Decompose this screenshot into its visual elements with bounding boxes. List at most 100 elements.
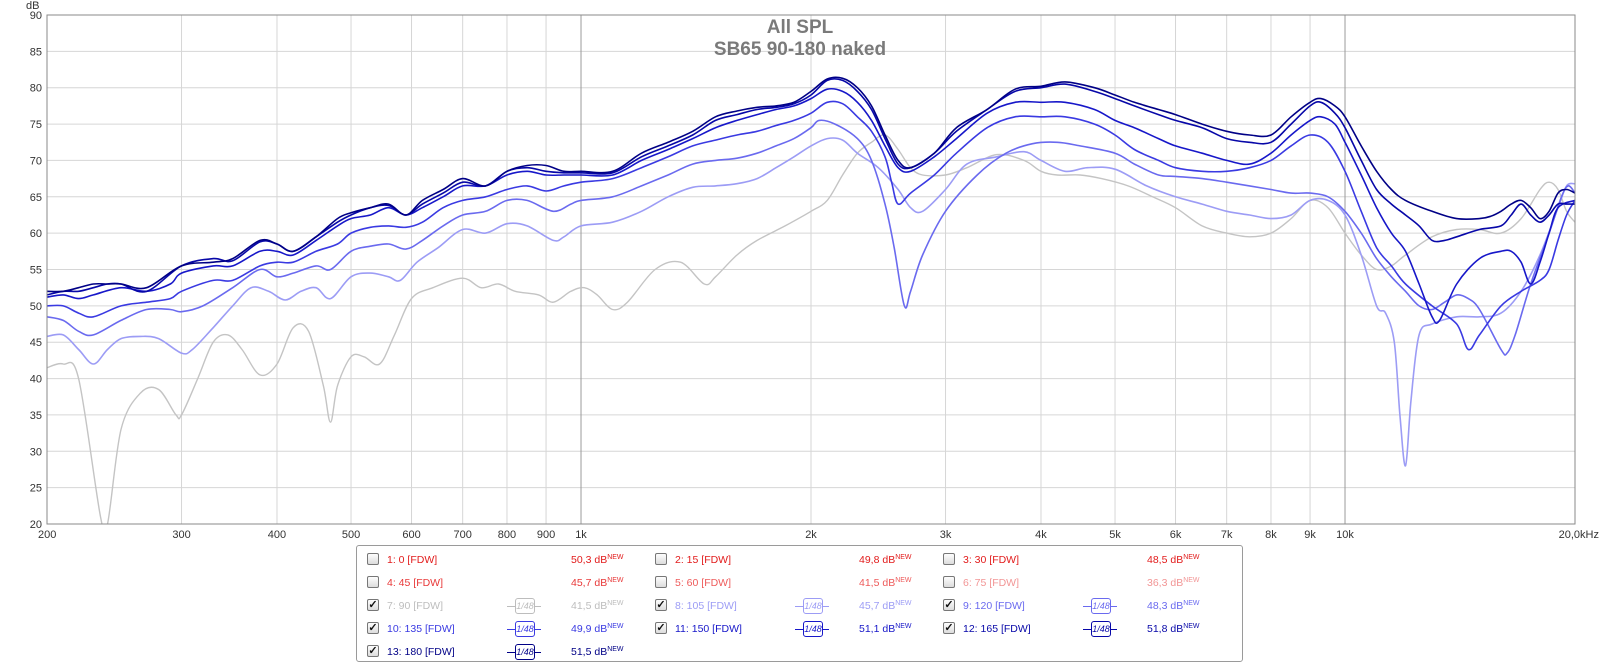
- legend-value: 48,3 dBNEW: [1147, 597, 1200, 615]
- legend-checkbox[interactable]: [367, 553, 379, 565]
- legend-item[interactable]: ✓ 9: 120 [FDW] 1/48 48,3 dBNEW: [943, 597, 1207, 615]
- legend-value: 51,1 dBNEW: [859, 620, 912, 638]
- x-tick-label: 900: [537, 529, 555, 541]
- smoothing-icon[interactable]: 1/48: [795, 598, 829, 614]
- y-tick-label: 70: [30, 155, 42, 167]
- legend-checkbox[interactable]: ✓: [943, 599, 955, 611]
- x-tick-label: 700: [453, 529, 471, 541]
- smoothing-label: 1/48: [803, 621, 823, 637]
- x-tick-label: 600: [402, 529, 420, 541]
- smoothing-icon[interactable]: 1/48: [507, 621, 541, 637]
- x-tick-label: 4k: [1035, 529, 1047, 541]
- legend-value: 51,5 dBNEW: [571, 643, 624, 661]
- series-line-9: [47, 119, 1575, 356]
- x-tick-label: 800: [498, 529, 516, 541]
- legend-label: 6: 75 [FDW]: [963, 577, 1020, 589]
- legend-checkbox[interactable]: ✓: [367, 645, 379, 657]
- legend-checkbox[interactable]: [943, 553, 955, 565]
- legend-item[interactable]: 3: 30 [FDW] 48,5 dBNEW: [943, 551, 1207, 569]
- new-badge: NEW: [607, 623, 624, 630]
- legend-item[interactable]: 6: 75 [FDW] 36,3 dBNEW: [943, 574, 1207, 592]
- legend-item[interactable]: 2: 15 [FDW] 49,8 dBNEW: [655, 551, 919, 569]
- x-tick-label: 2k: [805, 529, 817, 541]
- legend-panel: 1: 0 [FDW] 50,3 dBNEW 2: 15 [FDW] 49,8 dBNE…: [356, 545, 1243, 662]
- legend-item[interactable]: ✓ 10: 135 [FDW] 1/48 49,9 dBNEW: [367, 620, 631, 638]
- y-tick-label: 55: [30, 265, 42, 277]
- legend-checkbox[interactable]: ✓: [655, 599, 667, 611]
- x-tick-label: 3k: [940, 529, 952, 541]
- y-tick-label: 75: [30, 119, 42, 131]
- series-line-7: [47, 134, 1575, 524]
- legend-value: 49,9 dBNEW: [571, 620, 624, 638]
- legend-item[interactable]: ✓ 13: 180 [FDW] 1/48 51,5 dBNEW: [367, 643, 631, 661]
- legend-value-text: 41,5 dB: [571, 600, 608, 612]
- legend-checkbox[interactable]: [367, 576, 379, 588]
- legend-value: 51,8 dBNEW: [1147, 620, 1200, 638]
- legend-label: 7: 90 [FDW]: [387, 600, 444, 612]
- smoothing-icon[interactable]: 1/48: [507, 598, 541, 614]
- series-line-8: [47, 137, 1575, 467]
- legend-value-text: 36,3 dB: [1147, 577, 1184, 589]
- series-line-10: [47, 100, 1575, 351]
- new-badge: NEW: [1183, 577, 1200, 584]
- legend-value: 45,7 dBNEW: [859, 597, 912, 615]
- y-tick-label: 50: [30, 301, 42, 313]
- y-tick-label: 60: [30, 228, 42, 240]
- legend-checkbox[interactable]: ✓: [655, 622, 667, 634]
- y-tick-label: 45: [30, 337, 42, 349]
- legend-value-text: 45,7 dB: [571, 577, 608, 589]
- new-badge: NEW: [895, 623, 912, 630]
- smoothing-icon[interactable]: 1/48: [507, 644, 541, 660]
- legend-item[interactable]: ✓ 12: 165 [FDW] 1/48 51,8 dBNEW: [943, 620, 1207, 638]
- smoothing-label: 1/48: [1091, 598, 1111, 614]
- legend-value: 41,5 dBNEW: [859, 574, 912, 592]
- legend-item[interactable]: 5: 60 [FDW] 41,5 dBNEW: [655, 574, 919, 592]
- smoothing-label: 1/48: [803, 598, 823, 614]
- legend-value-text: 50,3 dB: [571, 554, 608, 566]
- legend-checkbox[interactable]: [655, 553, 667, 565]
- curves: [47, 76, 1575, 524]
- new-badge: NEW: [895, 577, 912, 584]
- plot-frame: [46, 14, 1576, 525]
- legend-item[interactable]: ✓ 11: 150 [FDW] 1/48 51,1 dBNEW: [655, 620, 919, 638]
- chart-title: All SPL: [767, 17, 834, 38]
- legend-item[interactable]: 1: 0 [FDW] 50,3 dBNEW: [367, 551, 631, 569]
- legend-checkbox[interactable]: ✓: [367, 622, 379, 634]
- y-tick-label: 20: [30, 519, 42, 531]
- legend-label: 11: 150 [FDW]: [675, 623, 742, 635]
- legend-checkbox[interactable]: [943, 576, 955, 588]
- smoothing-icon[interactable]: 1/48: [1083, 621, 1117, 637]
- x-tick-labels: 200 300 400 500 600 700 800 900 1k 2k 3k 4k 5k 6k 7k 8k…: [38, 529, 1599, 541]
- legend-checkbox[interactable]: ✓: [943, 622, 955, 634]
- new-badge: NEW: [607, 554, 624, 561]
- new-badge: NEW: [607, 577, 624, 584]
- legend-label: 12: 165 [FDW]: [963, 623, 1031, 635]
- legend-item[interactable]: ✓ 8: 105 [FDW] 1/48 45,7 dBNEW: [655, 597, 919, 615]
- legend-item[interactable]: 4: 45 [FDW] 45,7 dBNEW: [367, 574, 631, 592]
- smoothing-label: 1/48: [515, 621, 535, 637]
- legend-value-text: 51,8 dB: [1147, 623, 1184, 635]
- x-tick-label: 1k: [575, 529, 587, 541]
- legend-item[interactable]: ✓ 7: 90 [FDW] 1/48 41,5 dBNEW: [367, 597, 631, 615]
- y-tick-label: 65: [30, 192, 42, 204]
- new-badge: NEW: [895, 554, 912, 561]
- legend-value-text: 41,5 dB: [859, 577, 896, 589]
- legend-value: 41,5 dBNEW: [571, 597, 624, 615]
- smoothing-icon[interactable]: 1/48: [1083, 598, 1117, 614]
- legend-checkbox[interactable]: ✓: [367, 599, 379, 611]
- new-badge: NEW: [607, 646, 624, 653]
- legend-value-text: 45,7 dB: [859, 600, 896, 612]
- series-line-13: [47, 76, 1575, 293]
- y-tick-label: 85: [30, 46, 42, 58]
- legend-value-text: 48,3 dB: [1147, 600, 1184, 612]
- legend-checkbox[interactable]: [655, 576, 667, 588]
- x-tick-label: 10k: [1336, 529, 1354, 541]
- x-tick-label: 500: [342, 529, 360, 541]
- legend-label: 8: 105 [FDW]: [675, 600, 737, 612]
- smoothing-icon[interactable]: 1/48: [795, 621, 829, 637]
- legend-value: 36,3 dBNEW: [1147, 574, 1200, 592]
- y-tick-label: 30: [30, 446, 42, 458]
- y-tick-label: 90: [30, 10, 42, 22]
- y-tick-label: 25: [30, 483, 42, 495]
- x-tick-label: 9k: [1304, 529, 1316, 541]
